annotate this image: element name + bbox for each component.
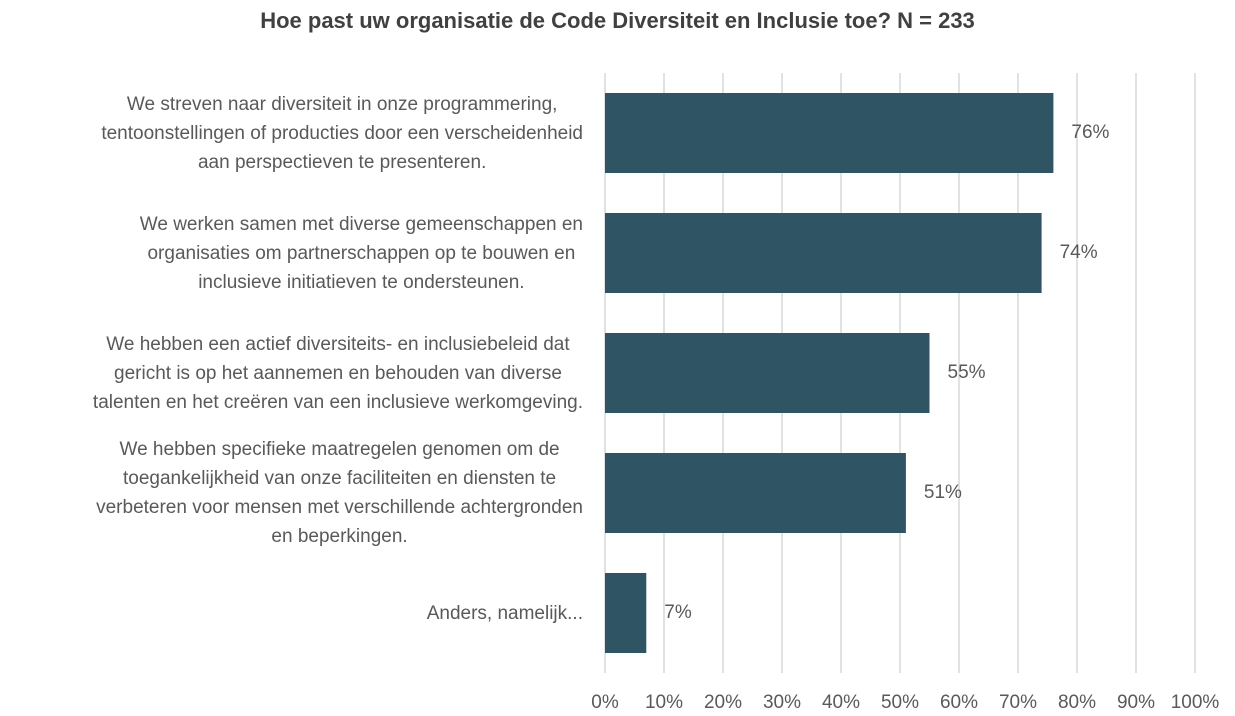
x-tick-label: 40% (822, 692, 860, 713)
x-tick-label: 50% (881, 692, 919, 713)
x-tick-label: 100% (1171, 692, 1220, 713)
bar (605, 93, 1054, 173)
category-label-box: We werken samen met diverse gemeenschapp… (0, 193, 583, 313)
value-label: 7% (664, 602, 692, 623)
x-tick-label: 10% (645, 692, 683, 713)
x-tick-label: 30% (763, 692, 801, 713)
category-label: We werken samen met diverse gemeenschapp… (139, 213, 583, 293)
bar (605, 333, 930, 413)
x-tick-label: 70% (999, 692, 1037, 713)
value-label: 51% (924, 482, 962, 503)
bar (605, 453, 906, 533)
value-label: 74% (1060, 242, 1098, 263)
value-label: 55% (948, 362, 986, 383)
category-label-box: Anders, namelijk... (0, 553, 583, 673)
category-label-box: We streven naar diversiteit in onze prog… (0, 73, 583, 193)
category-label-box: We hebben specifieke maatregelen genomen… (0, 433, 583, 553)
x-tick-label: 20% (704, 692, 742, 713)
category-label: We hebben specifieke maatregelen genomen… (96, 439, 583, 547)
x-tick-label: 60% (940, 692, 978, 713)
x-tick-label: 90% (1117, 692, 1155, 713)
category-label: Anders, namelijk... (426, 602, 583, 624)
category-label-box: We hebben een actief diversiteits- en in… (0, 313, 583, 433)
value-label: 76% (1071, 122, 1109, 143)
bar (605, 573, 647, 653)
chart-title: Hoe past uw organisatie de Code Diversit… (260, 8, 975, 33)
category-label: We streven naar diversiteit in onze prog… (101, 93, 583, 173)
bar (605, 213, 1042, 293)
x-tick-label: 0% (591, 692, 619, 713)
x-tick-label: 80% (1058, 692, 1096, 713)
category-label: We hebben een actief diversiteits- en in… (92, 333, 583, 413)
